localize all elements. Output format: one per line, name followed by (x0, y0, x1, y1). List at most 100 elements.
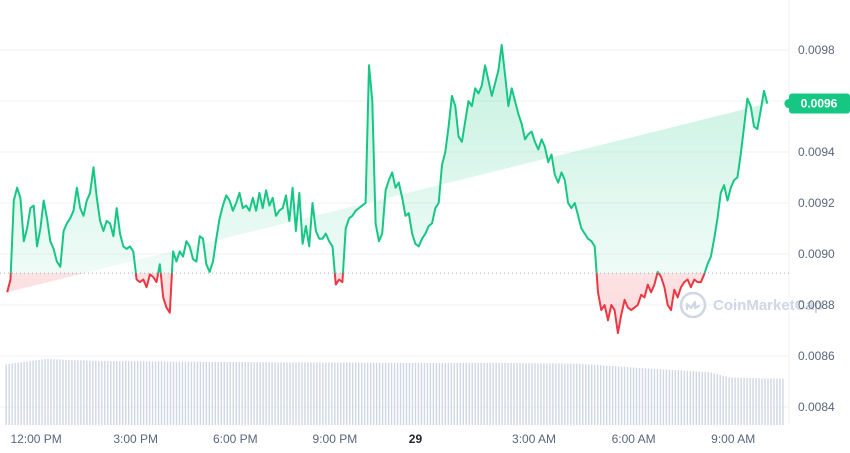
volume-bar (8, 363, 10, 425)
volume-bar (561, 363, 563, 425)
volume-bar (507, 362, 509, 425)
volume-bar (83, 360, 85, 425)
volume-bar (734, 377, 736, 425)
volume-bar (205, 361, 208, 425)
volume-bar (157, 361, 160, 425)
volume-bar (142, 361, 145, 425)
volume-bar (199, 361, 202, 425)
volume-bar (608, 365, 611, 425)
volume-bar (310, 362, 312, 425)
volume-bar (331, 362, 333, 425)
volume-bar (567, 363, 569, 425)
volume-bar (250, 362, 252, 425)
volume-bar (408, 362, 411, 425)
volume-bar (632, 367, 635, 425)
x-tick-label: 29 (409, 432, 423, 446)
volume-bar (80, 360, 82, 425)
volume-bar (172, 361, 175, 425)
volume-bar (352, 362, 354, 425)
volume-bar (722, 375, 724, 425)
volume-bar (573, 363, 575, 425)
volume-bar (665, 369, 668, 425)
volume-bar (761, 378, 763, 425)
current-price-badge-bg (789, 93, 850, 114)
volume-bar (14, 363, 16, 425)
volume-bar (181, 361, 184, 425)
volume-bar (704, 371, 706, 425)
volume-bar (501, 362, 503, 425)
volume-bar (133, 361, 136, 425)
volume-bar (764, 378, 766, 425)
volume-bar (450, 362, 453, 425)
volume-bar (361, 362, 363, 425)
volume-bar (597, 365, 599, 425)
volume-bar (782, 378, 784, 425)
volume-bar (441, 362, 444, 425)
volume-bar (343, 362, 345, 425)
volume-bar (256, 362, 258, 425)
volume-bar (656, 369, 659, 425)
volume-bar (178, 361, 181, 425)
volume-bar (283, 362, 285, 425)
volume-bar (525, 363, 527, 425)
volume-bar (462, 362, 464, 425)
volume-bar (307, 362, 309, 425)
volume-bar (238, 362, 240, 425)
volume-bar (23, 361, 25, 425)
volume-bar (384, 362, 387, 425)
volume-bar (349, 362, 351, 425)
volume-bar (426, 362, 429, 425)
volume-bar (752, 378, 754, 425)
volume-bar (65, 359, 67, 425)
volume-bar (399, 362, 402, 425)
volume-bar (107, 361, 109, 425)
volume-bar (116, 361, 118, 425)
volume-bar (770, 378, 772, 425)
volume-bar (372, 362, 375, 425)
x-axis-ticks: 12:00 PM 3:00 PM 6:00 PM 9:00 PM 29 3:00 AM 6:… (10, 432, 755, 446)
volume-bar (375, 362, 378, 425)
volume-bar (32, 360, 34, 425)
volume-bar (659, 369, 662, 425)
volume-bar (41, 359, 43, 425)
volume-bar (56, 359, 58, 425)
volume-bar (169, 361, 172, 425)
volume-bar (130, 361, 133, 425)
volume-bar (387, 362, 390, 425)
volume-bar (552, 363, 554, 425)
volume-bar (280, 362, 282, 425)
volume-bar (355, 362, 357, 425)
volume-bar (773, 378, 775, 425)
volume-bar (313, 362, 315, 425)
y-tick-label: 0.0094 (798, 145, 835, 159)
volume-bar (746, 377, 748, 425)
volume-bar (110, 361, 112, 425)
volume-bar (489, 362, 491, 425)
volume-bar (543, 363, 545, 425)
volume-bar (504, 362, 506, 425)
volume-bar (38, 359, 40, 425)
x-tick-label: 9:00 PM (313, 432, 358, 446)
volume-bar (292, 362, 294, 425)
volume-bar (513, 362, 515, 425)
volume-bar (226, 361, 228, 425)
volume-bar (453, 362, 456, 425)
volume-bar (641, 368, 644, 425)
volume-bar (558, 363, 560, 425)
volume-bar (405, 362, 408, 425)
volume-bar (588, 364, 590, 425)
volume-bar (620, 366, 623, 425)
volume-bar (671, 369, 674, 425)
price-line-up (9, 43, 769, 274)
volume-bar (145, 361, 148, 425)
volume-bar (325, 362, 327, 425)
volume-bar (423, 362, 426, 425)
volume-bar (411, 362, 414, 425)
volume-bar (277, 362, 279, 425)
volume-bar (662, 369, 665, 425)
volume-bar (95, 360, 97, 425)
volume-bar (11, 363, 13, 425)
volume-bar (196, 361, 199, 425)
volume-bar (650, 368, 653, 425)
